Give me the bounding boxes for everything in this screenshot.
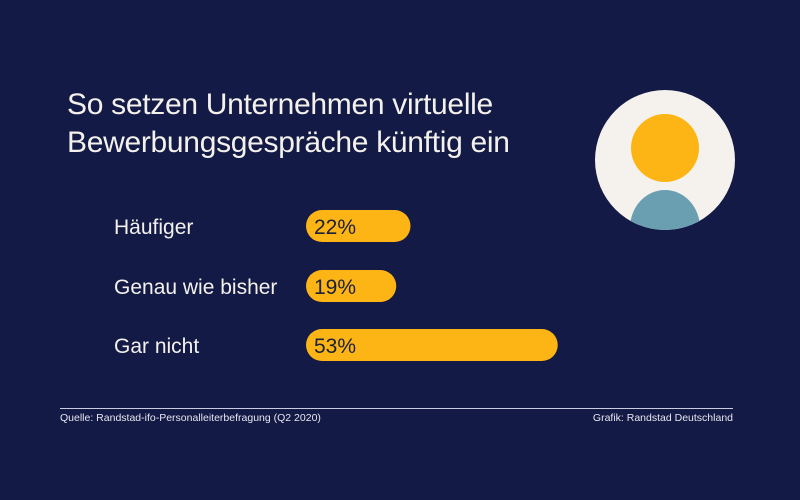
value-label: 19% [314, 276, 356, 299]
bar-chart: Häufiger 22% Genau wie bisher 19% Gar nicht 5… [114, 210, 558, 361]
credit-note: Grafik: Randstad Deutschland [592, 412, 733, 424]
title-line-2: Bewerbungsgespräche künftig ein [67, 126, 510, 159]
avatar-head [631, 114, 699, 182]
bar [306, 270, 397, 302]
category-label: Häufiger [114, 216, 193, 239]
avatar-body [630, 190, 700, 230]
value-label: 22% [314, 216, 356, 239]
title-line-1: So setzen Unternehmen virtuelle [67, 88, 493, 121]
footer-divider [60, 408, 733, 409]
bar [306, 210, 411, 242]
person-avatar-icon [595, 90, 735, 230]
category-label: Genau wie bisher [114, 276, 277, 299]
chart-title: So setzen Unternehmen virtuelle Bewerbun… [67, 86, 510, 162]
source-note: Quelle: Randstad-ifo-Personalleiterbefra… [60, 412, 321, 424]
value-label: 53% [314, 335, 356, 358]
bar [306, 329, 558, 361]
category-label: Gar nicht [114, 335, 199, 358]
